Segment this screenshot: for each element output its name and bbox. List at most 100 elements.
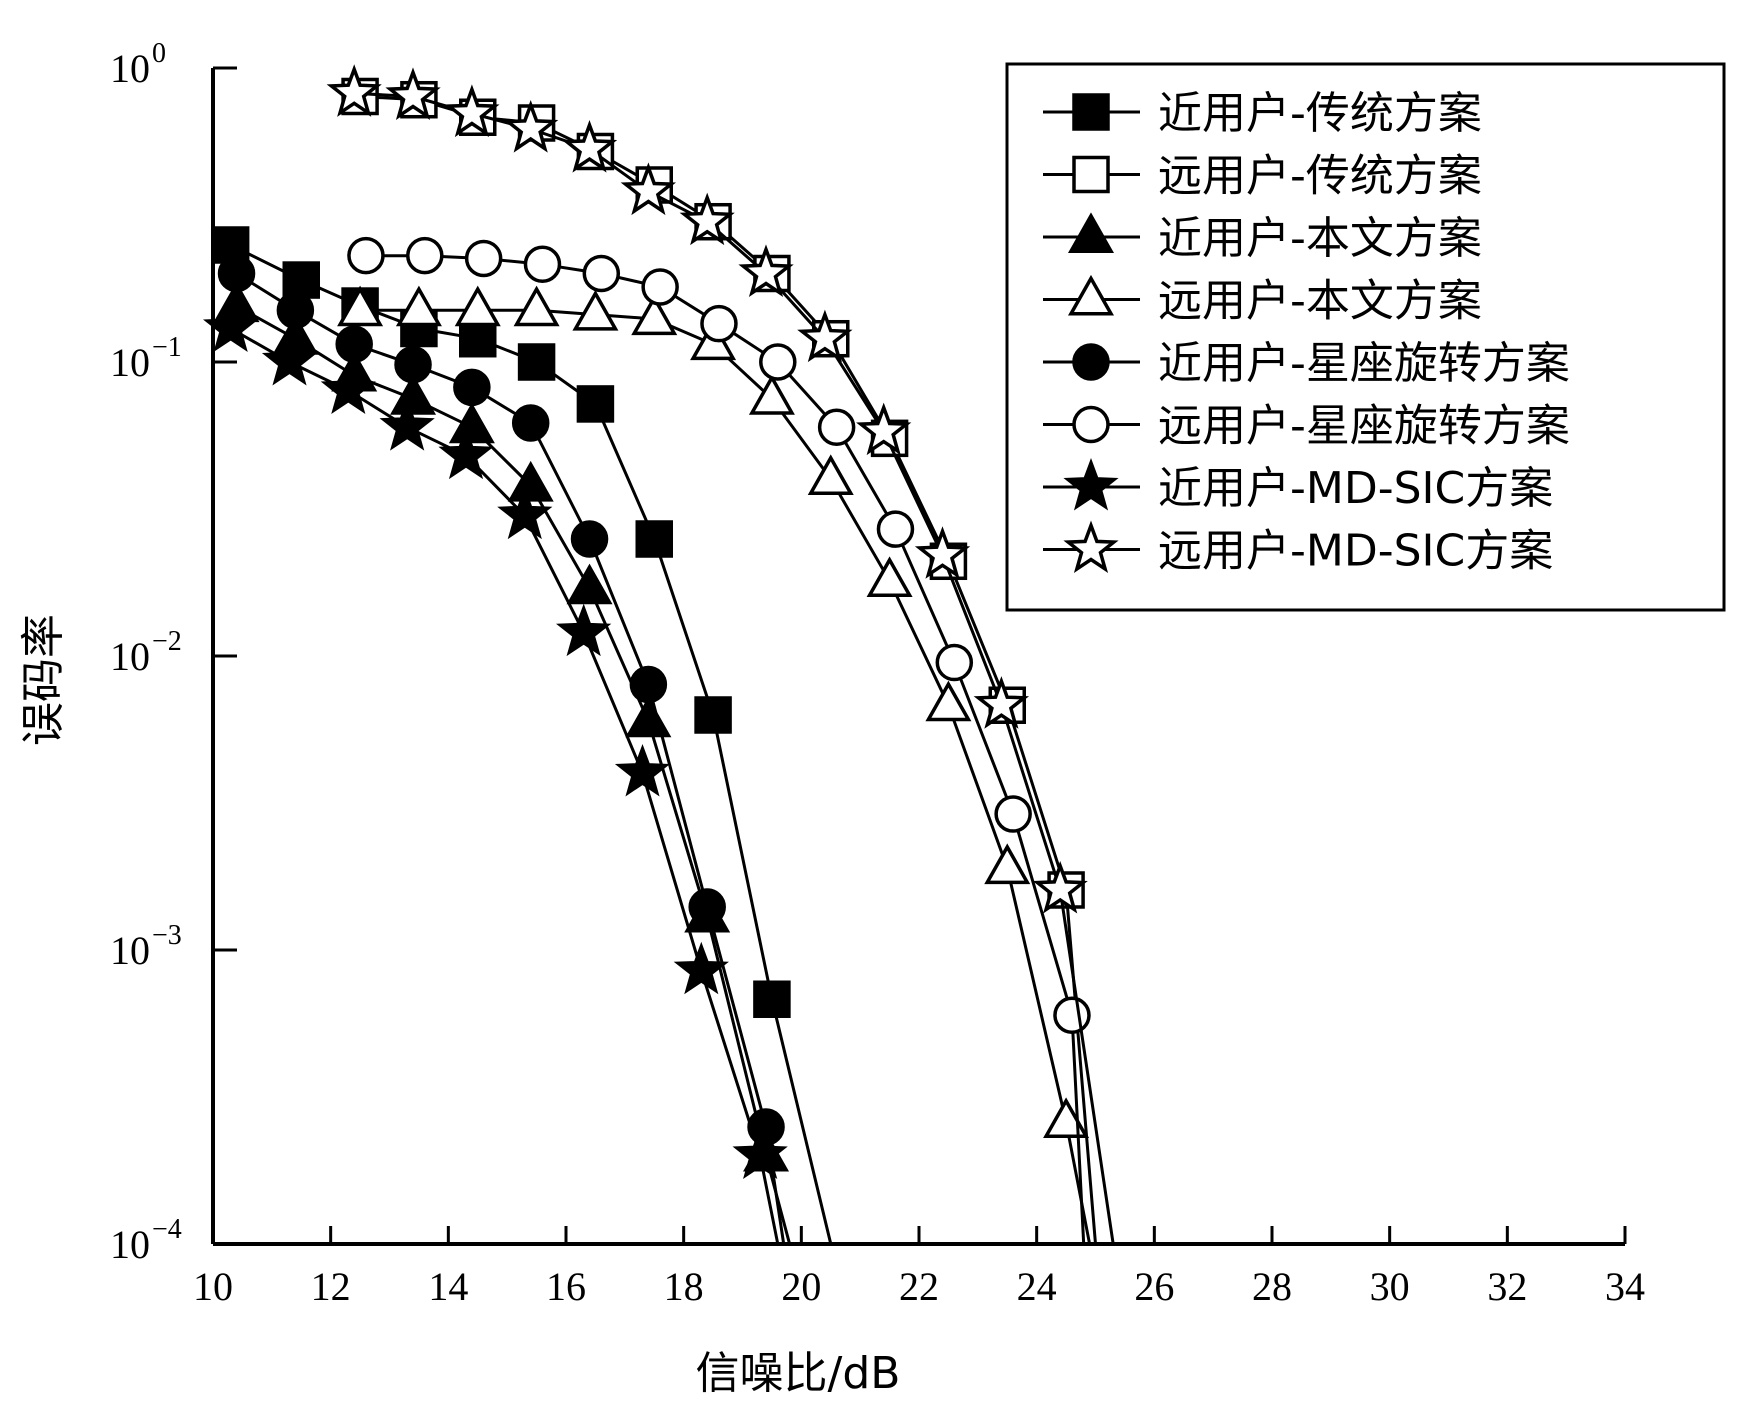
data-point xyxy=(511,404,550,442)
x-tick-label: 14 xyxy=(428,1264,468,1309)
data-point xyxy=(625,696,672,738)
data-point xyxy=(556,603,612,657)
data-point xyxy=(282,261,320,299)
data-point xyxy=(641,268,679,306)
x-tick-label: 32 xyxy=(1487,1264,1527,1309)
data-point xyxy=(438,426,494,480)
data-point xyxy=(523,245,562,284)
data-point xyxy=(507,460,554,502)
legend-item: 远用户-本文方案 xyxy=(1043,274,1482,327)
data-point xyxy=(925,680,972,722)
data-point xyxy=(1043,1097,1090,1139)
data-point xyxy=(335,325,373,363)
legend-box xyxy=(1005,62,1726,612)
legend-item: 远用户-MD-SIC方案 xyxy=(1043,520,1553,577)
x-axis-label: 信噪比/dB xyxy=(696,1348,901,1399)
y-tick-base: 10 xyxy=(110,340,150,385)
data-point xyxy=(856,402,912,456)
legend-marker xyxy=(1072,155,1110,194)
legend-item: 近用户-星座旋转方案 xyxy=(1043,338,1570,389)
data-point xyxy=(347,236,385,275)
data-point xyxy=(635,520,673,558)
series-2 xyxy=(341,77,1097,1245)
legend-item: 远用户-传统方案 xyxy=(1043,151,1482,202)
data-point xyxy=(379,398,435,451)
y-tick-exponent: −4 xyxy=(152,1214,182,1245)
legend-marker xyxy=(1072,343,1110,381)
legend-marker xyxy=(1063,520,1119,573)
y-tick-exponent: −3 xyxy=(152,920,182,951)
data-point xyxy=(700,304,738,343)
x-tick-label: 28 xyxy=(1252,1264,1292,1309)
legend-label: 远用户-MD-SIC方案 xyxy=(1158,526,1553,577)
data-point xyxy=(797,309,853,363)
data-point xyxy=(935,643,974,682)
data-point xyxy=(984,843,1031,885)
y-axis-label: 误码率 xyxy=(18,614,69,746)
data-point xyxy=(866,556,913,597)
series-7 xyxy=(203,299,788,1245)
data-point xyxy=(914,526,971,579)
data-point xyxy=(679,192,735,246)
data-point xyxy=(406,236,444,275)
legend-item: 近用户-传统方案 xyxy=(1043,88,1482,139)
plot-area xyxy=(203,64,1115,1245)
data-point xyxy=(390,374,437,415)
data-point xyxy=(448,402,495,444)
data-point xyxy=(497,486,553,540)
data-point xyxy=(994,795,1032,833)
x-tick-label: 12 xyxy=(311,1264,351,1309)
data-point xyxy=(395,285,442,327)
series-3 xyxy=(213,281,792,1245)
series-4 xyxy=(337,285,1092,1245)
legend-item: 近用户-本文方案 xyxy=(1043,212,1482,264)
data-point xyxy=(738,244,794,297)
legend-marker xyxy=(1067,212,1115,254)
legend-label: 远用户-本文方案 xyxy=(1158,276,1482,327)
y-tick-exponent: −2 xyxy=(152,626,182,657)
x-tick-label: 10 xyxy=(193,1264,233,1309)
y-tick-label: 10 0 xyxy=(110,38,166,91)
data-point xyxy=(503,99,559,153)
y-tick-base: 10 xyxy=(110,634,150,679)
series-line xyxy=(235,272,786,1245)
legend: 近用户-传统方案远用户-传统方案近用户-本文方案远用户-本文方案近用户-星座旋转… xyxy=(1005,62,1726,612)
data-point xyxy=(517,343,556,381)
data-point xyxy=(694,696,732,734)
y-tick-base: 10 xyxy=(110,1222,150,1267)
x-tick-label: 34 xyxy=(1605,1264,1645,1309)
x-tick-label: 24 xyxy=(1017,1264,1057,1309)
data-point xyxy=(337,285,384,327)
data-point xyxy=(566,563,613,605)
data-point xyxy=(453,368,491,407)
legend-label: 近用户-本文方案 xyxy=(1158,213,1482,264)
series-6 xyxy=(347,236,1091,1245)
data-point xyxy=(614,743,671,797)
data-point xyxy=(570,520,609,558)
legend-label: 近用户-MD-SIC方案 xyxy=(1158,463,1553,514)
data-point xyxy=(276,291,315,329)
series-5 xyxy=(217,254,786,1245)
y-tick-exponent: 0 xyxy=(152,38,166,69)
x-tick-label: 20 xyxy=(781,1264,821,1309)
data-point xyxy=(753,980,791,1018)
legend-label: 近用户-传统方案 xyxy=(1158,88,1482,139)
data-point xyxy=(464,239,503,278)
legend-label: 远用户-星座旋转方案 xyxy=(1158,401,1570,452)
data-point xyxy=(631,294,678,336)
y-tick-base: 10 xyxy=(110,46,150,91)
y-tick-label: 10 −4 xyxy=(110,1214,182,1267)
x-tick-label: 16 xyxy=(546,1264,586,1309)
legend-label: 远用户-传统方案 xyxy=(1158,151,1482,202)
data-point xyxy=(582,254,621,293)
y-tick-label: 10 −3 xyxy=(110,920,182,973)
legend-marker xyxy=(1067,274,1115,316)
data-point xyxy=(444,84,500,138)
series-8 xyxy=(326,64,1115,1245)
data-point xyxy=(513,285,560,327)
y-tick-exponent: −1 xyxy=(152,332,182,363)
legend-marker xyxy=(1072,405,1110,444)
data-point xyxy=(748,374,795,415)
